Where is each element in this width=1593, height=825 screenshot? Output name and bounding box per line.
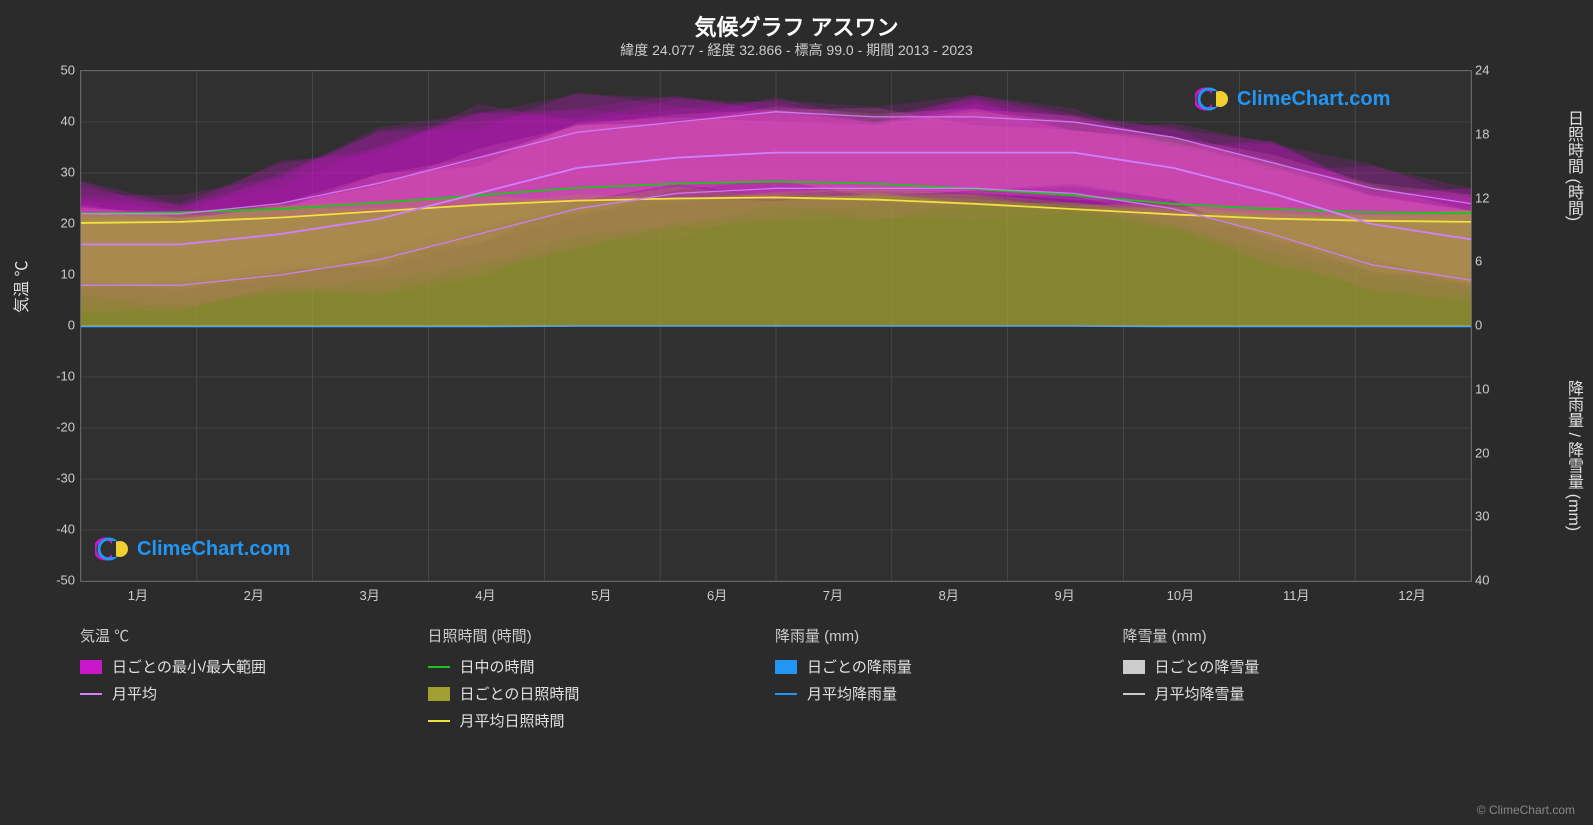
y-right-tick-sun: 12: [1475, 190, 1515, 205]
legend-col-temp: 気温 ℃ 日ごとの最小/最大範囲月平均: [80, 625, 428, 737]
y-right-axis-label-precip: 降雨量 / 降雪量 (mm): [1561, 380, 1585, 531]
y-left-axis-label: 気温 ℃: [8, 261, 32, 313]
legend-line: [775, 693, 797, 695]
y-left-tick: -10: [35, 369, 75, 384]
plot-area: [80, 70, 1472, 582]
chart-subtitle: 緯度 24.077 - 経度 32.866 - 標高 99.0 - 期間 201…: [0, 40, 1593, 60]
x-tick: 8月: [939, 585, 959, 604]
legend-swatch: [775, 660, 797, 674]
legend-item: 月平均: [80, 683, 428, 704]
y-left-tick: -20: [35, 420, 75, 435]
y-left-tick: 40: [35, 114, 75, 129]
chart-title: 気候グラフ アスワン: [0, 10, 1593, 42]
legend-label: 日ごとの日照時間: [460, 683, 580, 704]
legend-line: [1123, 693, 1145, 695]
x-tick: 7月: [823, 585, 843, 604]
legend-label: 月平均日照時間: [460, 710, 565, 731]
x-tick: 2月: [244, 585, 264, 604]
x-tick: 6月: [707, 585, 727, 604]
y-left-tick: -40: [35, 522, 75, 537]
y-left-tick: 10: [35, 267, 75, 282]
legend-item: 月平均降雪量: [1123, 683, 1471, 704]
legend: 気温 ℃ 日ごとの最小/最大範囲月平均 日照時間 (時間) 日中の時間日ごとの日…: [80, 625, 1470, 737]
plot-svg: [81, 71, 1471, 581]
x-tick: 11月: [1283, 585, 1310, 604]
credit-text: © ClimeChart.com: [1477, 803, 1575, 817]
x-tick: 1月: [128, 585, 148, 604]
legend-head-snow: 降雪量 (mm): [1123, 625, 1471, 646]
legend-label: 月平均降雨量: [807, 683, 897, 704]
legend-col-snow: 降雪量 (mm) 日ごとの降雪量月平均降雪量: [1123, 625, 1471, 737]
logo-text-bottom: ClimeChart.com: [137, 538, 290, 561]
logo-bottom: ClimeChart.com: [95, 535, 290, 563]
legend-item: 日ごとの日照時間: [428, 683, 776, 704]
legend-head-sun: 日照時間 (時間): [428, 625, 776, 646]
legend-item: 日ごとの最小/最大範囲: [80, 656, 428, 677]
legend-swatch: [1123, 660, 1145, 674]
y-right-tick-sun: 24: [1475, 63, 1515, 78]
y-right-axis-label-sunshine: 日照時間 (時間): [1561, 110, 1585, 221]
legend-head-temp: 気温 ℃: [80, 625, 428, 646]
logo-text-top: ClimeChart.com: [1237, 88, 1390, 111]
legend-label: 日ごとの降雪量: [1155, 656, 1260, 677]
y-right-tick-precip: 30: [1475, 509, 1515, 524]
legend-col-sun: 日照時間 (時間) 日中の時間日ごとの日照時間月平均日照時間: [428, 625, 776, 737]
legend-swatch: [428, 687, 450, 701]
climate-chart: 気候グラフ アスワン 緯度 24.077 - 経度 32.866 - 標高 99…: [0, 0, 1593, 825]
y-right-tick-sun: 18: [1475, 126, 1515, 141]
y-right-tick-precip: 40: [1475, 573, 1515, 588]
legend-item: 月平均日照時間: [428, 710, 776, 731]
legend-item: 日ごとの降雪量: [1123, 656, 1471, 677]
x-tick: 3月: [359, 585, 379, 604]
legend-label: 日ごとの降雨量: [807, 656, 912, 677]
y-left-tick: -50: [35, 573, 75, 588]
legend-col-rain: 降雨量 (mm) 日ごとの降雨量月平均降雨量: [775, 625, 1123, 737]
legend-item: 日ごとの降雨量: [775, 656, 1123, 677]
y-right-tick-sun: 6: [1475, 254, 1515, 269]
y-left-tick: 20: [35, 216, 75, 231]
x-tick: 5月: [591, 585, 611, 604]
legend-label: 日ごとの最小/最大範囲: [112, 656, 266, 677]
legend-swatch: [80, 660, 102, 674]
y-left-tick: -30: [35, 471, 75, 486]
legend-item: 日中の時間: [428, 656, 776, 677]
legend-line: [80, 693, 102, 695]
x-tick: 10月: [1167, 585, 1194, 604]
legend-head-rain: 降雨量 (mm): [775, 625, 1123, 646]
x-tick: 12月: [1398, 585, 1425, 604]
x-tick: 9月: [1054, 585, 1074, 604]
y-left-tick: 50: [35, 63, 75, 78]
legend-item: 月平均降雨量: [775, 683, 1123, 704]
y-left-tick: 30: [35, 165, 75, 180]
y-right-tick-precip: 20: [1475, 445, 1515, 460]
legend-label: 月平均: [112, 683, 157, 704]
legend-line: [428, 720, 450, 722]
y-right-tick-sun: 0: [1475, 318, 1515, 333]
y-left-tick: 0: [35, 318, 75, 333]
legend-label: 日中の時間: [460, 656, 535, 677]
x-tick: 4月: [475, 585, 495, 604]
y-right-tick-precip: 10: [1475, 381, 1515, 396]
legend-label: 月平均降雪量: [1155, 683, 1245, 704]
logo-top: ClimeChart.com: [1195, 85, 1390, 113]
legend-line: [428, 666, 450, 668]
